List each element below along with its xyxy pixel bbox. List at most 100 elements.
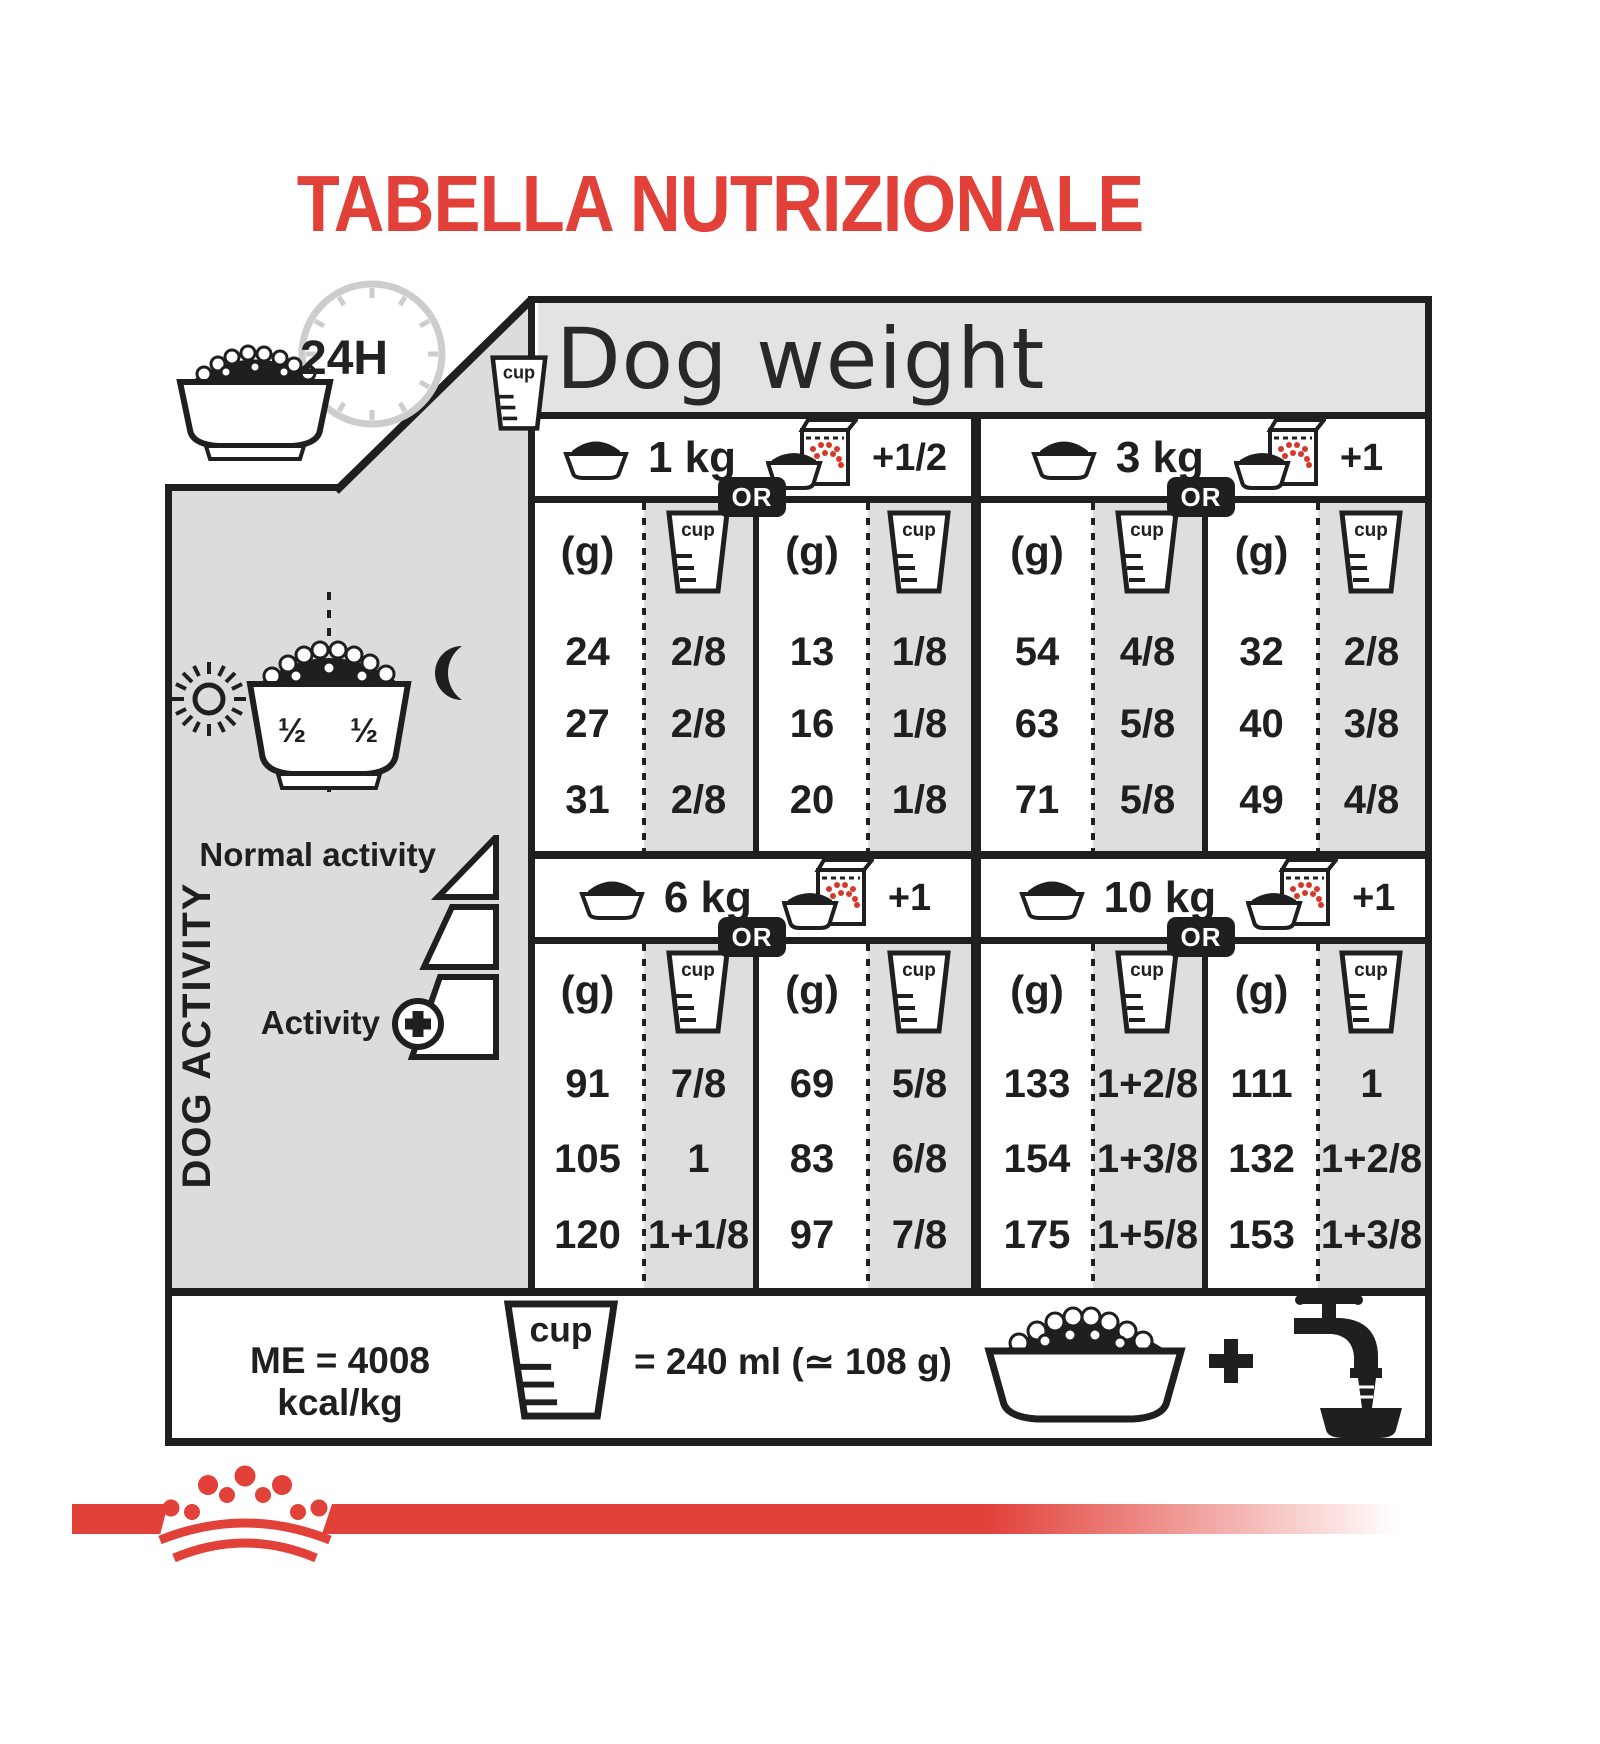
table-cell: 1/8 bbox=[891, 630, 948, 674]
table-cell: 153 bbox=[1228, 1213, 1295, 1257]
table-cell: 2/8 bbox=[670, 630, 727, 674]
red-stripe bbox=[322, 1504, 1432, 1534]
table-cell: 31 bbox=[565, 778, 610, 822]
table-cell: 154 bbox=[1003, 1137, 1071, 1181]
sun-icon bbox=[172, 662, 246, 736]
table-cell: 16 bbox=[789, 702, 835, 746]
table-cell: 1+2/8 bbox=[1096, 1062, 1199, 1106]
or-badge: OR bbox=[1167, 477, 1235, 517]
table-cell: 1+2/8 bbox=[1320, 1137, 1423, 1181]
activity-label: Activity bbox=[260, 1004, 380, 1041]
table-cell: 7/8 bbox=[891, 1213, 948, 1257]
weight-label: 1 kg bbox=[647, 433, 736, 482]
dry-bowl-icon bbox=[1026, 435, 1102, 481]
moon-icon bbox=[435, 646, 462, 700]
or-badge: OR bbox=[718, 917, 786, 957]
svg-text:cup: cup bbox=[681, 520, 715, 541]
dotted-separator bbox=[866, 503, 870, 851]
weight-band-1kg: 1 kg +1/2 bbox=[534, 420, 971, 496]
table-cell: 5/8 bbox=[891, 1062, 948, 1106]
wet-extra-label: +1 bbox=[1352, 876, 1396, 919]
grid-line bbox=[165, 1438, 1432, 1446]
grid-line bbox=[971, 412, 981, 1296]
grid-line bbox=[531, 296, 1432, 303]
grid-line bbox=[753, 496, 759, 855]
table-cell: 1 bbox=[687, 1137, 710, 1181]
svg-text:½: ½ bbox=[278, 712, 306, 750]
dry-bowl-icon bbox=[558, 435, 634, 481]
table-cell: 1/8 bbox=[891, 702, 948, 746]
grid-line bbox=[165, 484, 339, 491]
grid-line bbox=[531, 496, 1432, 503]
svg-text:cup: cup bbox=[902, 960, 936, 981]
table-cell: 3/8 bbox=[1343, 702, 1400, 746]
table-cell: 49 bbox=[1239, 778, 1284, 822]
table-cell: 2/8 bbox=[1343, 630, 1400, 674]
table-cell: 20 bbox=[789, 778, 835, 822]
red-stripe bbox=[72, 1504, 168, 1534]
table-cell: 1+5/8 bbox=[1096, 1213, 1199, 1257]
me-kcal-label: ME = 4008 kcal/kg bbox=[250, 1340, 430, 1423]
table-cell: 97 bbox=[789, 1213, 835, 1257]
svg-text:cup: cup bbox=[1130, 520, 1164, 541]
wet-extra-label: +1 bbox=[887, 876, 932, 919]
crown-icon bbox=[158, 1465, 332, 1563]
table-cell: 2/8 bbox=[670, 702, 727, 746]
table-cell: 1/8 bbox=[891, 778, 948, 822]
weight-band-10kg: 10 kg +1 bbox=[984, 860, 1425, 936]
table-cell: 133 bbox=[1003, 1062, 1071, 1106]
dry-bowl-icon bbox=[574, 875, 650, 921]
measuring-cup-icon: cup bbox=[887, 510, 951, 594]
grams-header: (g) bbox=[560, 967, 615, 1014]
measuring-cup-icon: cup bbox=[1115, 510, 1179, 594]
measuring-cup-icon: cup bbox=[1339, 510, 1403, 594]
grid-line bbox=[528, 296, 535, 1296]
table-cell: 111 bbox=[1230, 1062, 1293, 1106]
measuring-cup-icon: cup bbox=[1339, 950, 1403, 1034]
measuring-cup-icon: cup bbox=[1115, 950, 1179, 1034]
dog-weight-header-background bbox=[538, 303, 1425, 412]
table-cell: 4/8 bbox=[1119, 630, 1176, 674]
table-cell: 1+3/8 bbox=[1096, 1137, 1199, 1181]
svg-text:cup: cup bbox=[503, 363, 535, 383]
kibble-bowl-icon bbox=[176, 344, 334, 461]
table-cell: 5/8 bbox=[1119, 702, 1176, 746]
grams-header: (g) bbox=[1010, 528, 1064, 575]
clock-24h-icon: 24H bbox=[176, 280, 446, 461]
dry-bowl-icon bbox=[1014, 875, 1090, 921]
grams-header: (g) bbox=[560, 528, 615, 575]
svg-text:24H: 24H bbox=[300, 332, 388, 385]
or-badge: OR bbox=[1167, 917, 1235, 957]
dotted-separator bbox=[1091, 503, 1095, 851]
measuring-cup-icon: cup bbox=[666, 510, 730, 594]
dog-activity-label: DOG ACTIVITY bbox=[175, 881, 219, 1189]
dotted-separator bbox=[642, 944, 646, 1288]
measuring-cup-icon: cup bbox=[666, 950, 730, 1034]
water-tap-icon bbox=[1294, 1295, 1402, 1442]
table-cell: 13 bbox=[789, 630, 835, 674]
weight-band-6kg: 6 kg +1 bbox=[534, 860, 971, 936]
dog-weight-heading: Dog weight bbox=[556, 310, 1046, 408]
measuring-cup-icon: cup bbox=[503, 1300, 619, 1420]
cup-equivalence-label: = 240 ml (≃ 108 g) bbox=[634, 1341, 952, 1382]
grams-header: (g) bbox=[785, 967, 839, 1014]
weight-label: 10 kg bbox=[1103, 873, 1217, 922]
half-bowl-icon: ½ ½ bbox=[246, 592, 412, 792]
table-cell: 71 bbox=[1014, 778, 1060, 822]
table-cell: 132 bbox=[1228, 1137, 1295, 1181]
grid-line bbox=[753, 937, 759, 1296]
weight-label: 3 kg bbox=[1115, 433, 1204, 482]
normal-activity-label: Normal activity bbox=[199, 836, 436, 873]
grid-line bbox=[531, 851, 1432, 859]
table-cell: 4/8 bbox=[1343, 778, 1400, 822]
grid-line bbox=[1202, 937, 1208, 1296]
grams-header: (g) bbox=[785, 528, 839, 575]
table-cell: 32 bbox=[1239, 630, 1284, 674]
svg-text:½: ½ bbox=[350, 712, 378, 750]
grid-line bbox=[165, 484, 172, 1446]
dotted-separator bbox=[1091, 944, 1095, 1288]
grid-line bbox=[165, 1288, 1432, 1296]
svg-text:cup: cup bbox=[1354, 520, 1388, 541]
measuring-cup-icon: cup bbox=[490, 354, 548, 432]
